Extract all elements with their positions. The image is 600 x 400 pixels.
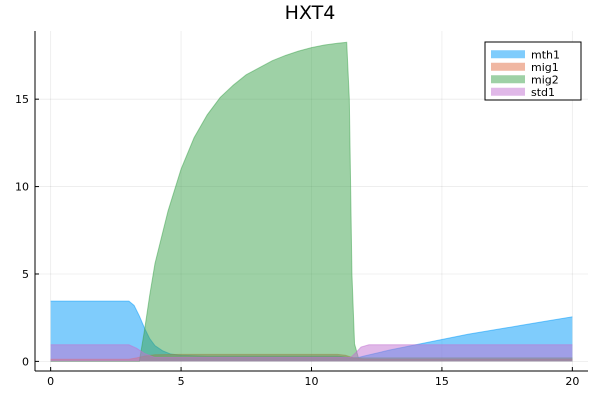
line-series-std1	[50, 344, 573, 359]
area-series-mig2	[50, 42, 573, 362]
legend-swatch-mig2	[491, 75, 525, 84]
x-tick-label: 5	[178, 375, 185, 388]
x-tick-label: 20	[565, 375, 579, 388]
legend-label-mth1: mth1	[531, 48, 560, 61]
legend-label-mig1: mig1	[531, 61, 559, 74]
x-tick-label: 15	[435, 375, 449, 388]
legend-swatch-mth1	[491, 50, 525, 59]
chart-title: HXT4	[285, 2, 336, 24]
legend-swatch-mig1	[491, 62, 525, 71]
tick-labels: 0 5 10 15 20 0 5 10 15	[15, 93, 579, 388]
y-tick-label: 10	[15, 181, 29, 194]
x-tick-label: 10	[305, 375, 319, 388]
y-tick-label: 15	[15, 93, 29, 106]
legend-label-std1: std1	[531, 86, 555, 99]
y-tick-label: 5	[22, 268, 29, 281]
legend-swatch-std1	[491, 87, 525, 96]
y-tick-label: 0	[22, 355, 29, 368]
legend-label-mig2: mig2	[531, 73, 559, 86]
area-series-std1	[50, 344, 573, 362]
line-series-mig2	[50, 41, 573, 362]
area-series-group	[50, 41, 573, 362]
x-tick-label: 0	[47, 375, 54, 388]
